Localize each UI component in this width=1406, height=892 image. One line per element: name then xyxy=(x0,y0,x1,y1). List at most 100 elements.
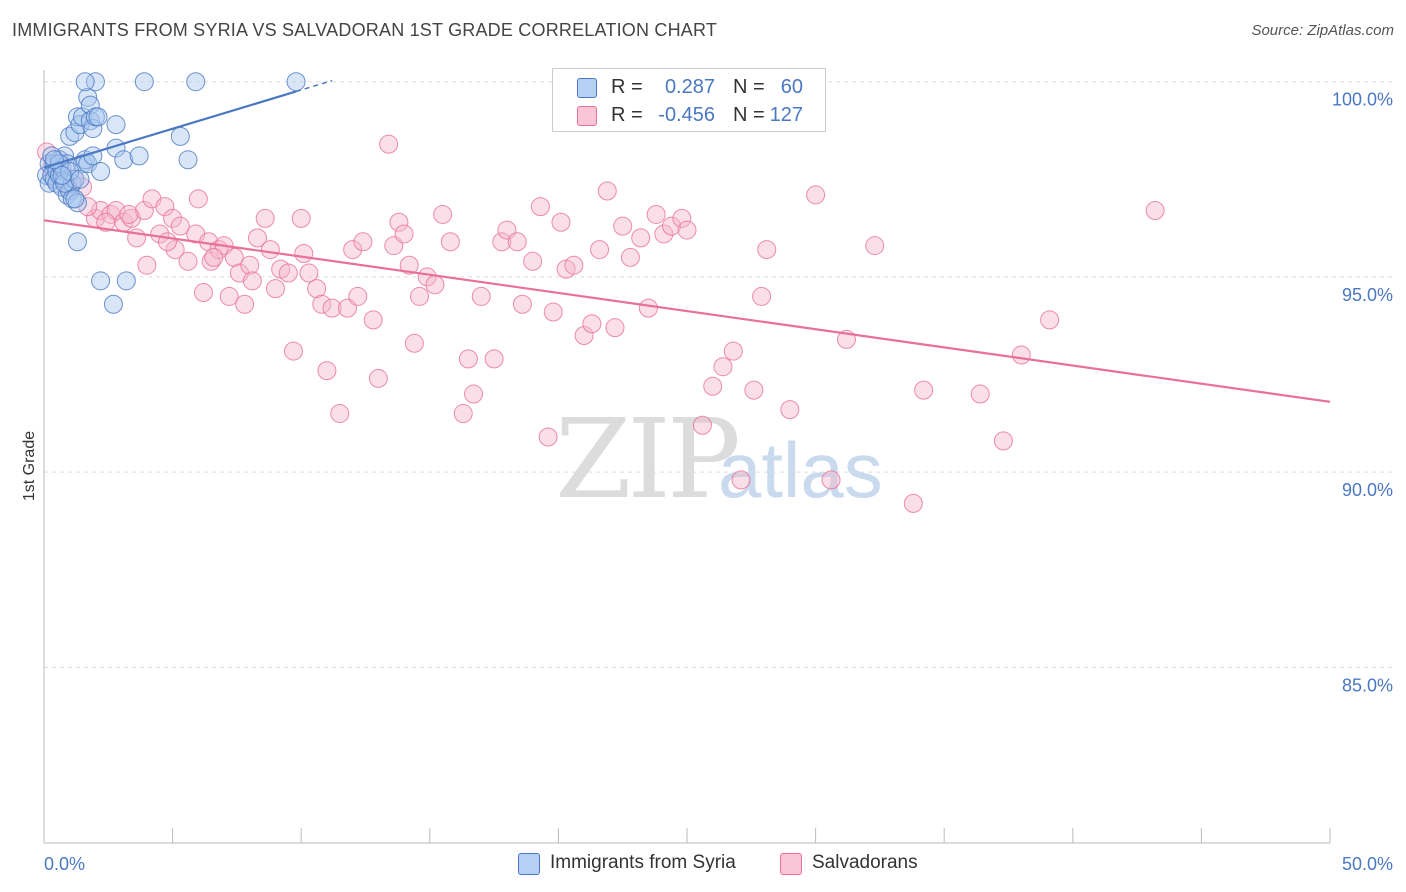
salvadoran-point xyxy=(646,204,666,224)
syria-point xyxy=(67,232,87,252)
salvadoran-point xyxy=(96,212,116,232)
syria-point xyxy=(134,72,154,92)
salvadoran-point xyxy=(638,298,658,318)
legend-r-label: R = xyxy=(611,76,643,98)
legend-n-label: N = xyxy=(733,76,765,98)
salvadoran-point xyxy=(484,349,504,369)
syria-trend-line xyxy=(43,90,297,169)
salvadoran-point xyxy=(551,212,571,232)
salvadoran-point xyxy=(744,380,764,400)
syria-point xyxy=(116,271,136,291)
watermark-zip: ZIP xyxy=(555,395,741,523)
salvadoran-point xyxy=(620,247,640,267)
salvadoran-point xyxy=(440,232,460,252)
salvadoran-point xyxy=(582,314,602,334)
salvadoran-point xyxy=(597,181,617,201)
x-tick-label-min: 0.0% xyxy=(44,854,85,874)
legend-r-value: 0.287 xyxy=(664,76,715,98)
salvadoran-point xyxy=(178,251,198,271)
salvadoran-point xyxy=(471,286,491,306)
syria-point xyxy=(88,107,108,127)
bottom-legend-swatch-pink xyxy=(780,853,802,875)
salvadorans-points xyxy=(37,72,1165,513)
trend-lines xyxy=(43,79,1331,403)
salvadoran-point xyxy=(163,208,183,228)
salvadoran-point xyxy=(492,232,512,252)
salvadoran-point xyxy=(188,189,208,209)
salvadoran-point xyxy=(757,240,777,260)
salvadoran-point xyxy=(322,298,342,318)
y-tick-label: 100.0% xyxy=(1332,90,1393,110)
salvadoran-point xyxy=(780,400,800,420)
salvadoran-point xyxy=(157,232,177,252)
salvadoran-point xyxy=(523,251,543,271)
salvadoran-point xyxy=(417,267,437,287)
source-label: Source: ZipAtlas.com xyxy=(1251,22,1394,39)
salvadoran-point xyxy=(613,216,633,236)
syria-point xyxy=(44,150,64,170)
salvadoran-point xyxy=(410,286,430,306)
salvadoran-point xyxy=(150,224,170,244)
legend-row-salvadorans: R = -0.456 N = 127 xyxy=(553,101,825,129)
salvadoran-point xyxy=(137,255,157,275)
syria-point xyxy=(170,126,190,146)
salvadoran-point xyxy=(654,224,674,244)
bottom-legend-swatch-blue xyxy=(518,853,540,875)
syria-point xyxy=(106,115,126,135)
salvadoran-point xyxy=(464,384,484,404)
salvadoran-point xyxy=(242,271,262,291)
salvadoran-point xyxy=(453,404,473,424)
salvadoran-point xyxy=(91,201,111,221)
salvadoran-point xyxy=(731,470,751,490)
salvadoran-point xyxy=(299,263,319,283)
salvadoran-point xyxy=(343,240,363,260)
salvadoran-point xyxy=(672,208,692,228)
salvadoran-point xyxy=(903,493,923,513)
y-axis-label: 1st Grade xyxy=(21,431,38,501)
syria-point xyxy=(70,115,90,135)
syria-point xyxy=(83,119,103,139)
legend: R = 0.287 N = 60 R = -0.456 N = 127 xyxy=(552,68,826,132)
salvadoran-point xyxy=(255,208,275,228)
syria-point xyxy=(78,87,98,107)
salvadoran-point xyxy=(204,247,224,267)
salvadoran-point xyxy=(970,384,990,404)
y-tick-label: 85.0% xyxy=(1342,675,1393,695)
salvadoran-point xyxy=(1145,201,1165,221)
legend-r-label: R = xyxy=(611,104,643,126)
salvadoran-point xyxy=(312,294,332,314)
salvadoran-point xyxy=(399,255,419,275)
salvadoran-point xyxy=(821,470,841,490)
salvadoran-point xyxy=(677,220,697,240)
salvadoran-point xyxy=(291,208,311,228)
legend-swatch-pink xyxy=(577,106,597,126)
salvadoran-point xyxy=(389,212,409,232)
salvadoran-point xyxy=(662,216,682,236)
legend-n-value: 127 xyxy=(769,104,803,126)
salvadoran-point xyxy=(165,240,185,260)
watermark-atlas: atlas xyxy=(718,426,883,514)
salvadoran-point xyxy=(283,341,303,361)
salvadoran-point xyxy=(458,349,478,369)
salvadoran-point xyxy=(368,368,388,388)
salvadoran-point xyxy=(752,286,772,306)
salvadoran-point xyxy=(713,357,733,377)
salvadoran-point xyxy=(330,404,350,424)
salvadoran-point xyxy=(631,228,651,248)
bottom-legend-syria: Immigrants from Syria xyxy=(550,852,736,873)
salvadoran-point xyxy=(134,201,154,221)
syria-point xyxy=(286,72,306,92)
syria-point xyxy=(75,72,95,92)
syria-point xyxy=(91,271,111,291)
salvadoran-point xyxy=(265,279,285,299)
salvadoran-point xyxy=(433,204,453,224)
syria-points xyxy=(37,72,306,314)
legend-row-syria: R = 0.287 N = 60 xyxy=(553,73,825,101)
salvadoran-point xyxy=(723,341,743,361)
salvadoran-point xyxy=(543,302,563,322)
syria-point xyxy=(55,173,75,193)
x-tick-label-max: 50.0% xyxy=(1342,854,1393,874)
salvadoran-point xyxy=(507,232,527,252)
y-tick-label: 90.0% xyxy=(1342,480,1393,500)
salvadoran-point xyxy=(530,197,550,217)
